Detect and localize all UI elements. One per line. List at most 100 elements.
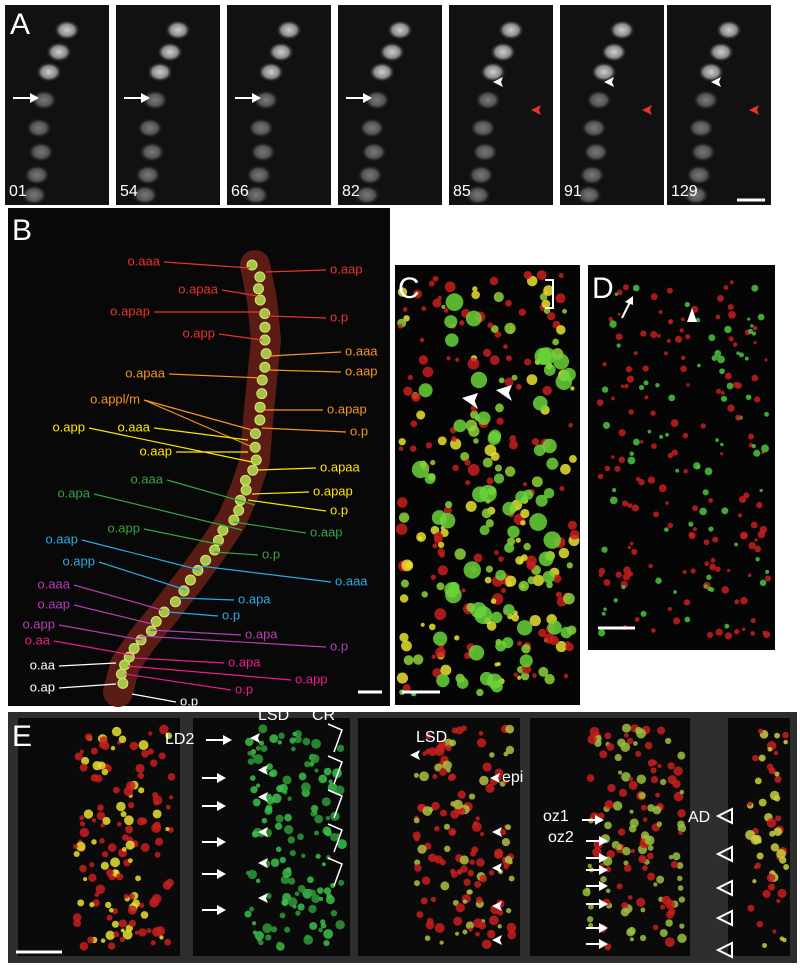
nucleus — [253, 90, 279, 110]
cell — [679, 328, 684, 333]
nucleus — [142, 90, 168, 110]
cell — [323, 887, 332, 895]
nucleus — [468, 165, 494, 185]
cell — [476, 858, 485, 867]
cell — [396, 672, 409, 684]
arrow — [621, 301, 631, 319]
cell — [297, 903, 305, 911]
cell — [756, 920, 763, 928]
cell — [759, 488, 763, 493]
cell — [149, 897, 160, 908]
arrowhead — [687, 308, 697, 322]
cell — [677, 885, 684, 891]
cell — [244, 910, 252, 918]
cell — [719, 368, 725, 375]
cell — [453, 799, 463, 810]
arrow-head — [599, 865, 608, 875]
cell — [598, 629, 606, 637]
arrowhead — [258, 765, 268, 775]
cell — [487, 431, 501, 445]
cell — [652, 924, 659, 931]
cell — [278, 783, 288, 794]
cell — [294, 891, 300, 897]
cell — [506, 922, 517, 933]
cell — [450, 809, 460, 819]
cell — [413, 817, 420, 824]
cell — [284, 926, 291, 933]
cell — [543, 285, 554, 296]
cell — [79, 821, 86, 827]
cell — [724, 623, 730, 629]
cell — [88, 873, 97, 882]
cell — [652, 760, 658, 766]
cell — [513, 672, 518, 677]
cell — [421, 876, 431, 885]
cell — [270, 858, 280, 867]
arrowhead — [749, 105, 759, 115]
cell — [717, 355, 725, 364]
cell — [569, 529, 580, 540]
cell — [747, 573, 752, 578]
cell — [721, 586, 729, 594]
cell — [336, 744, 345, 753]
cell — [464, 459, 471, 466]
cell — [134, 930, 139, 935]
nucleus — [576, 185, 602, 205]
cell — [74, 752, 83, 761]
cell — [520, 554, 528, 561]
cell — [281, 898, 289, 906]
cell — [116, 873, 124, 881]
cell — [294, 730, 302, 738]
cell — [316, 887, 324, 894]
leader-line — [153, 427, 249, 441]
cell — [568, 455, 577, 463]
cell — [465, 500, 477, 512]
cell — [110, 857, 121, 868]
cell — [437, 565, 448, 576]
cell — [516, 620, 533, 636]
nucleus — [258, 62, 284, 82]
cell — [667, 522, 674, 529]
cell — [642, 817, 648, 822]
cell — [455, 357, 460, 362]
nucleus — [119, 659, 131, 671]
cell — [610, 396, 615, 401]
nucleus — [490, 42, 516, 62]
cell — [470, 371, 488, 389]
cell — [685, 334, 691, 340]
nucleus — [249, 441, 261, 453]
cell — [631, 504, 639, 512]
nucleus — [21, 185, 47, 205]
cell — [727, 304, 734, 311]
leader-line — [58, 624, 143, 641]
cell — [476, 411, 491, 425]
cell — [690, 568, 696, 574]
cell — [149, 759, 158, 767]
cell — [752, 879, 757, 884]
cell — [523, 270, 532, 280]
cell — [138, 928, 147, 937]
arrow-head — [599, 923, 608, 933]
cell — [750, 324, 754, 328]
cell — [623, 732, 629, 738]
cell — [321, 862, 326, 867]
cell — [526, 374, 538, 386]
leader-line — [257, 467, 317, 471]
cell — [105, 930, 115, 941]
cell — [270, 926, 278, 933]
cell — [621, 772, 631, 782]
nucleus — [115, 668, 127, 680]
cell — [615, 571, 622, 578]
cell — [617, 738, 626, 748]
bracket — [327, 823, 343, 853]
cell — [479, 831, 485, 837]
nucleus — [690, 142, 716, 162]
cell — [141, 749, 149, 758]
cell — [454, 635, 460, 641]
cell — [475, 896, 483, 904]
cell — [503, 779, 508, 784]
cell — [254, 931, 264, 941]
cell — [753, 340, 757, 345]
cell — [776, 898, 781, 904]
cell — [159, 935, 164, 940]
